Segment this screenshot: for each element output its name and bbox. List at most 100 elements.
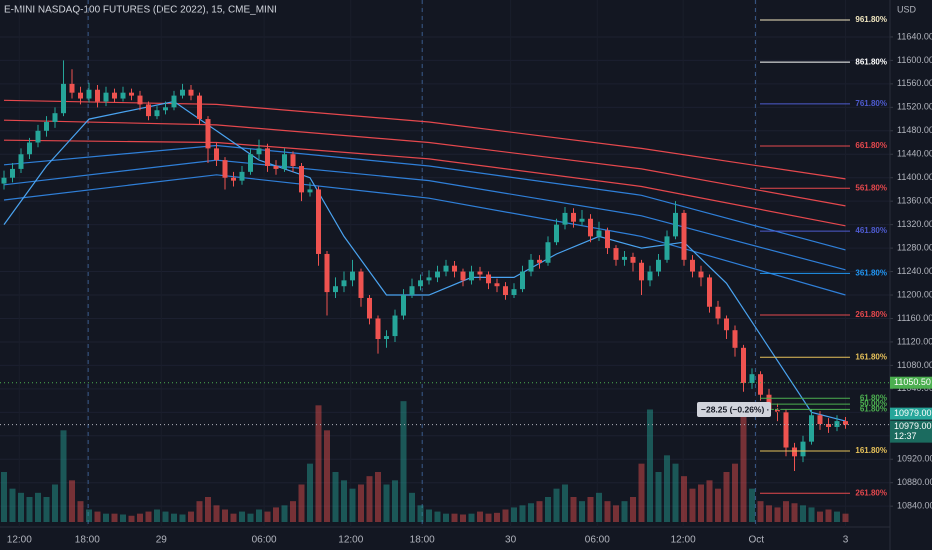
candle-body [273,165,279,169]
volume-bar [536,501,543,522]
candle-body [775,409,780,413]
candle-body [299,165,304,193]
candle-body [358,271,364,298]
candle-body [316,189,321,254]
y-tick-label: 11520.00 [897,102,932,112]
fib-label: 361.80% [855,268,887,277]
candle-body [809,415,814,442]
fib-label: 161.80% [855,352,887,361]
x-tick-label: 12:00 [7,535,32,546]
volume-bar [715,488,721,522]
volume-bar [519,505,526,522]
candle-body [817,415,823,425]
volume-bar [171,513,177,522]
volume-bar [757,501,764,522]
fib-label: 261.80% [855,488,887,497]
volume-bar [706,480,713,522]
x-tick-label: 30 [505,535,517,546]
y-tick-label: 11120.00 [897,336,932,346]
volume-bar [196,501,203,522]
volume-bar [698,484,704,522]
volume-bar [621,501,628,522]
candle-body [741,347,746,383]
candle-body [197,95,202,120]
candle-body [171,95,177,108]
candle-body [571,212,576,222]
candle-body [214,148,219,161]
candle-body [596,230,602,237]
candle-body [231,177,236,181]
candle-body [18,154,24,169]
volume-bar [460,514,466,522]
candle-body [724,318,729,331]
candle-body [86,89,92,99]
candle-body [52,113,58,122]
candle-body [103,92,109,102]
volume-bar [205,497,211,522]
candle-body [732,330,738,348]
candle-body [222,160,228,178]
candle-body [10,168,15,178]
volume-bar [630,497,636,522]
volume-bar [817,511,823,522]
price-tag-label: 11050.50 [894,377,931,387]
volume-bar [60,430,67,522]
fib-label: 261.80% [855,310,887,319]
volume-bar [35,492,41,522]
candle-body [401,295,406,316]
indicator-line [3,144,846,251]
candle-body [707,277,712,307]
volume-bar [366,476,373,522]
indicator-line [3,119,846,207]
candle-body [477,271,483,275]
candle-body [435,271,440,278]
volume-bar [341,480,347,522]
fib-label: 61.80% [860,393,887,402]
candle-body [622,256,627,260]
volume-bar [222,509,228,522]
candle-body [605,230,610,249]
volume-bar [834,511,840,522]
volume-bar [511,507,517,522]
candle-body [163,107,168,111]
volume-bar [655,472,662,522]
candle-body [112,92,117,99]
candle-body [511,289,517,296]
volume-bar [162,511,169,522]
volume-bar [400,401,407,522]
candle-body [826,424,831,427]
volume-bar [825,509,832,522]
volume-bar [494,512,500,522]
candle-body [690,259,695,272]
candle-body [843,421,848,425]
candle-body [639,262,644,281]
volume-bar [128,515,135,522]
y-tick-label: 11360.00 [897,196,932,206]
price-tag [890,407,932,420]
candle-body [749,374,755,383]
candle-body [418,280,423,287]
volume-bar [18,492,24,522]
candle-body [146,104,151,117]
currency: USD [897,4,917,14]
volume-bar [681,476,687,522]
candle-body [324,253,330,293]
volume-bar [664,455,670,522]
candle-body [265,148,270,166]
fib-label: 461.80% [855,226,887,235]
volume-bar [587,497,594,522]
volume-bar [179,514,186,522]
volume-bar [426,509,432,522]
volume-bar [43,497,50,522]
candle-body [503,286,508,296]
x-tick-label: 12:00 [671,535,696,546]
volume-bar [86,509,92,522]
fib-label: 161.80% [855,446,887,455]
candle-body [783,412,789,448]
x-tick-label: 12:00 [338,535,363,546]
volume-bar [553,488,560,522]
volume-bar [273,507,279,522]
volume-bar [528,503,534,522]
volume-bar [417,505,424,522]
volume-bar [613,505,619,522]
